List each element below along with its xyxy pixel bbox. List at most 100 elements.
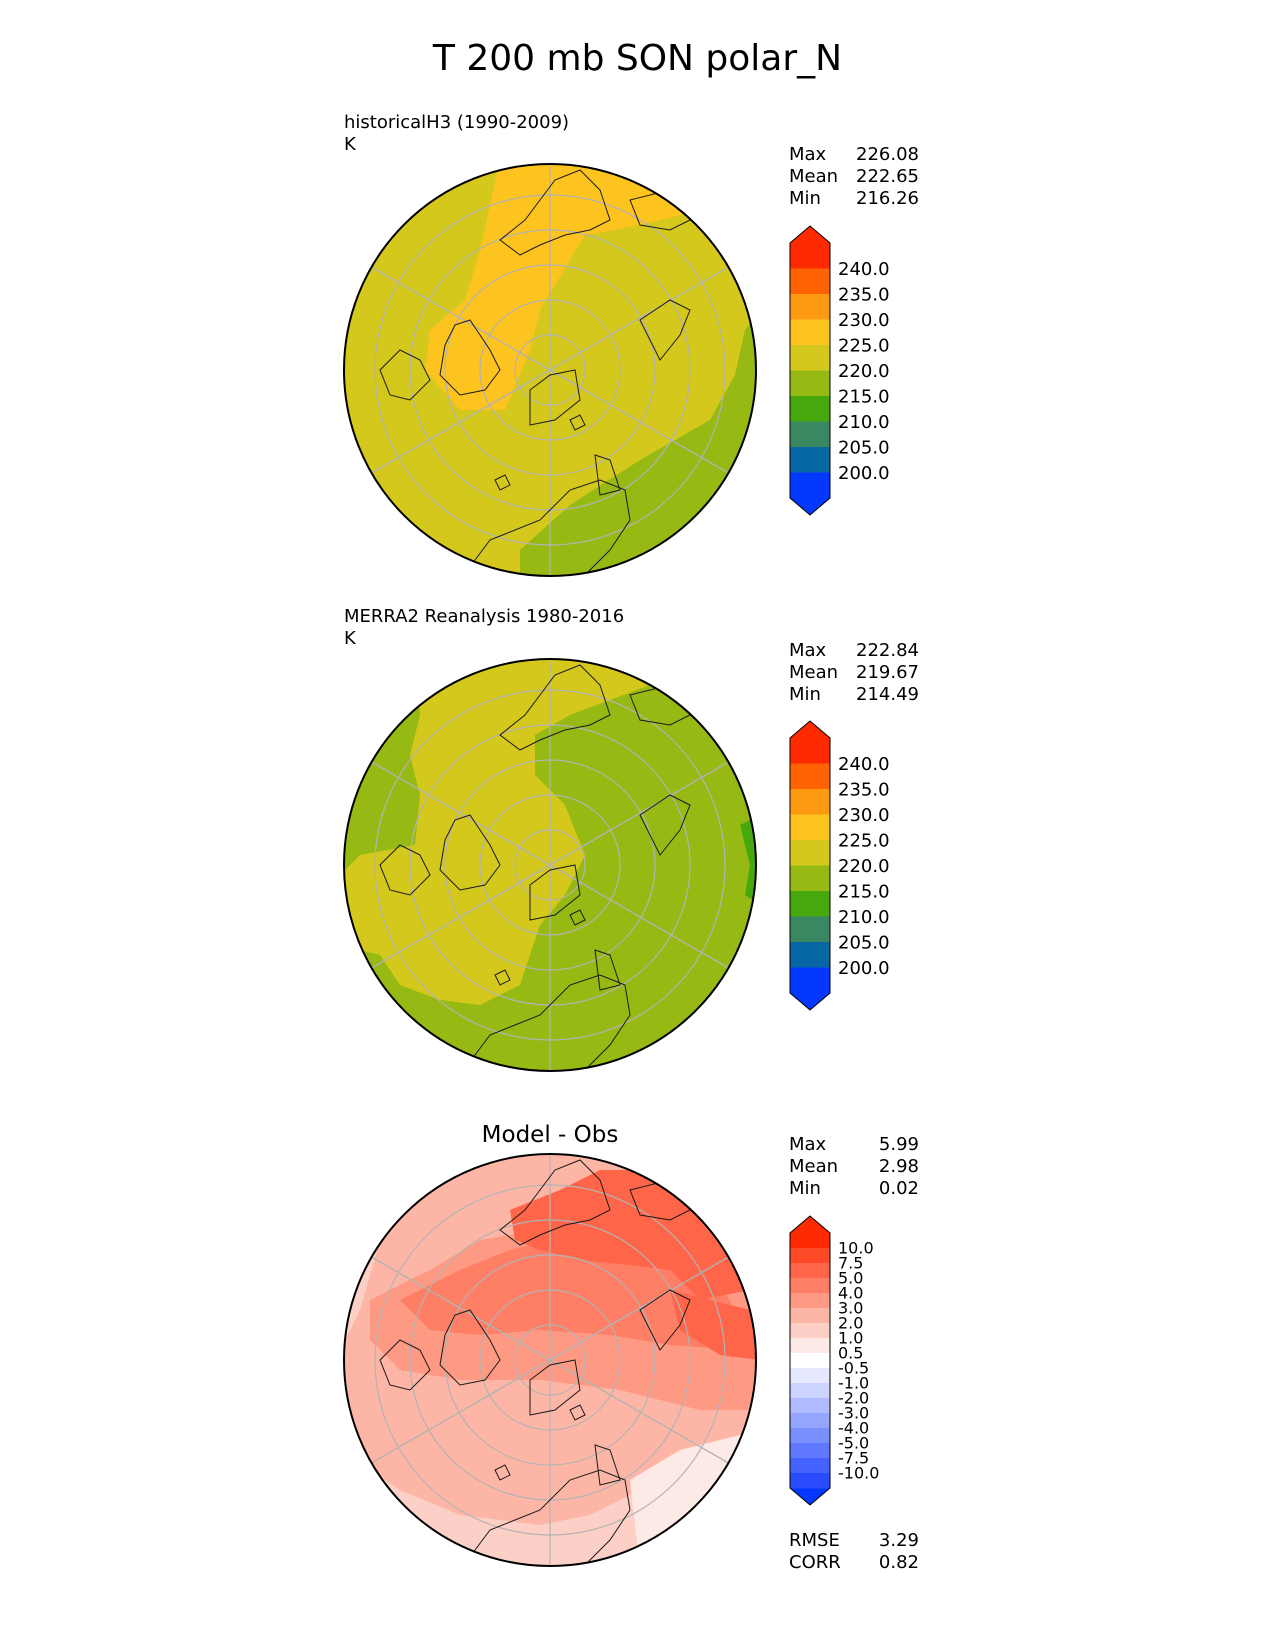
panel-3-stat-min-value: 0.02	[878, 1178, 919, 1199]
panel-3-colorbar-tick-label: 7.5	[838, 1254, 863, 1273]
panel-1-colorbar-segment	[790, 447, 830, 473]
panel-1-stat-max-value: 226.08	[856, 144, 919, 165]
panel-1-colorbar-tick-label: 240.0	[838, 259, 890, 280]
panel-3-graticule	[371, 1154, 729, 1566]
panel-3-colorbar-tick-label: -10.0	[838, 1464, 879, 1483]
panel-1-stat-mean-value: 222.65	[856, 166, 919, 187]
panel-3-colorbar-segment	[790, 1413, 830, 1429]
panel-2-colorbar-tick-label: 220.0	[838, 856, 890, 877]
panel-3-colorbar-tick-label: 0.5	[838, 1344, 863, 1363]
panel-2-colorbar-tick-label: 225.0	[838, 830, 890, 851]
panel-3-stat-max-label: Max	[789, 1134, 827, 1155]
panel-2-stat-min-value: 214.49	[856, 684, 919, 705]
panel-3-colorbar-segment	[790, 1263, 830, 1279]
panel-3-colorbar-top-arrow	[790, 1216, 830, 1233]
panel-3-colorbar-segment	[790, 1248, 830, 1264]
panel-1-region-warm-band	[425, 164, 700, 410]
panel-1-colorbar-tick-label: 220.0	[838, 361, 890, 382]
panel-1-units: K	[344, 134, 356, 155]
panel-3-colorbar-tick-label: -3.0	[838, 1404, 869, 1423]
panel-3-map	[343, 1153, 757, 1567]
panel-1-colorbar-segment	[790, 294, 830, 320]
panel-1-model-label: historicalH3 (1990-2009)	[344, 112, 570, 133]
panel-3-colorbar-segment	[790, 1473, 830, 1489]
panel-1-colorbar-segment	[790, 243, 830, 269]
panel-3-colorbar-segment	[790, 1443, 830, 1459]
panel-1-stat-min-value: 216.26	[856, 188, 919, 209]
panel-2-colorbar-segment	[790, 789, 830, 815]
panel-2-colorbar-segment	[790, 865, 830, 892]
figure-title: T 200 mb SON polar_N	[432, 38, 843, 79]
panel-3-colorbar-tick-label: 4.0	[838, 1284, 863, 1303]
panel-3-rmse-label: RMSE	[789, 1530, 840, 1551]
panel-2-stat-mean-value: 219.67	[856, 662, 919, 683]
panel-3-stat-mean-value: 2.98	[878, 1156, 919, 1177]
panel-1-colorbar-tick-label: 230.0	[838, 310, 890, 331]
panel-3-stats: Max 5.99 Mean 2.98 Min 0.02	[789, 1134, 919, 1200]
panel-3-colorbar-tick-label: 1.0	[838, 1329, 863, 1348]
panel-3-colorbar-tick-label: -2.0	[838, 1389, 869, 1408]
panel-2-colorbar-segment	[790, 840, 830, 866]
panel-3-region-max-east	[670, 1290, 756, 1360]
panel-1-colorbar-tick-label: 205.0	[838, 437, 890, 458]
panel-1-colorbar-segment	[790, 268, 830, 295]
panel-2-stats: Max 222.84 Mean 219.67 Min 214.49	[789, 640, 919, 706]
panel-1-colorbar-segment	[790, 370, 830, 397]
panel-2-map	[343, 658, 757, 1072]
panel-3-rmse-value: 3.29	[878, 1530, 919, 1551]
panel-1-colorbar-segment	[790, 472, 830, 499]
panel-2-obs-label: MERRA2 Reanalysis 1980-2016	[344, 606, 625, 627]
panel-2-colorbar-top-arrow	[790, 721, 830, 738]
panel-2-colorbar-segment	[790, 967, 830, 994]
panel-3-corr-value: 0.82	[878, 1552, 919, 1573]
panel-3-colorbar-tick-label: 10.0	[838, 1239, 874, 1258]
panel-1-stat-min-label: Min	[789, 188, 821, 209]
panel-3-colorbar-segment	[790, 1323, 830, 1339]
panel-3-colorbar-segment	[790, 1398, 830, 1414]
panel-3-stat-max-value: 5.99	[878, 1134, 919, 1155]
panel-2-map-border	[343, 658, 757, 1072]
panel-3-colorbar-tick-label: -1.0	[838, 1374, 869, 1393]
panel-2-stat-min-label: Min	[789, 684, 821, 705]
panel-1-colorbar-bottom-arrow	[790, 498, 830, 515]
panel-3-colorbar-segment	[790, 1458, 830, 1474]
panel-2-colorbar-segment	[790, 891, 830, 917]
panel-3-colorbar-tick-label: 2.0	[838, 1314, 863, 1333]
panel-2-graticule	[371, 659, 729, 1071]
panel-3-stat-mean-label: Mean	[789, 1156, 839, 1177]
panel-2-colorbar-tick-label: 240.0	[838, 754, 890, 775]
panel-2-coastlines	[379, 664, 701, 1071]
panel-3-colorbar-tick-label: 3.0	[838, 1299, 863, 1318]
panel-3-colorbar-tick-label: -0.5	[838, 1359, 869, 1378]
panel-3-colorbar-segment	[790, 1278, 830, 1294]
panel-1-map-border	[343, 163, 757, 577]
panel-2-colorbar-outline	[789, 720, 831, 1011]
panel-3-colorbar-outline	[789, 1215, 831, 1506]
panel-1-colorbar-tick-label: 235.0	[838, 284, 890, 305]
panel-2-colorbar-segment	[790, 763, 830, 790]
panel-3-colorbar-segment	[790, 1383, 830, 1399]
panel-2-colorbar-tick-label: 200.0	[838, 958, 890, 979]
panel-3-title: Model - Obs	[481, 1122, 619, 1148]
panel-3-colorbar-segment	[790, 1338, 830, 1354]
panel-3-map-border	[343, 1153, 757, 1567]
panel-2-colorbar-tick-label: 235.0	[838, 779, 890, 800]
panel-3-colorbar-segment	[790, 1233, 830, 1249]
panel-3-stat-min-label: Min	[789, 1178, 821, 1199]
panel-3-colorbar-segment	[790, 1293, 830, 1309]
panel-2-colorbar-segment	[790, 814, 830, 841]
panel-2-colorbar-tick-label: 210.0	[838, 907, 890, 928]
panel-3-colorbar-segment	[790, 1368, 830, 1384]
panel-2-colorbar-bottom-arrow	[790, 993, 830, 1010]
panel-1-colorbar-top-arrow	[790, 226, 830, 243]
panel-3-colorbar-tick-label: -4.0	[838, 1419, 869, 1438]
panel-2-title: MERRA2 Reanalysis 1980-2016 K	[344, 606, 624, 650]
panel-1-stats: Max 226.08 Mean 222.65 Min 216.26	[789, 144, 919, 210]
panel-2-stat-max-label: Max	[789, 640, 827, 661]
panel-2-colorbar-segment	[790, 916, 830, 943]
panel-3-colorbar-segment	[790, 1428, 830, 1444]
panel-1-map	[343, 163, 757, 577]
panel-2-colorbar-tick-label: 205.0	[838, 932, 890, 953]
panel-2-colorbar-segment	[790, 738, 830, 764]
panel-1-colorbar-segment	[790, 421, 830, 448]
